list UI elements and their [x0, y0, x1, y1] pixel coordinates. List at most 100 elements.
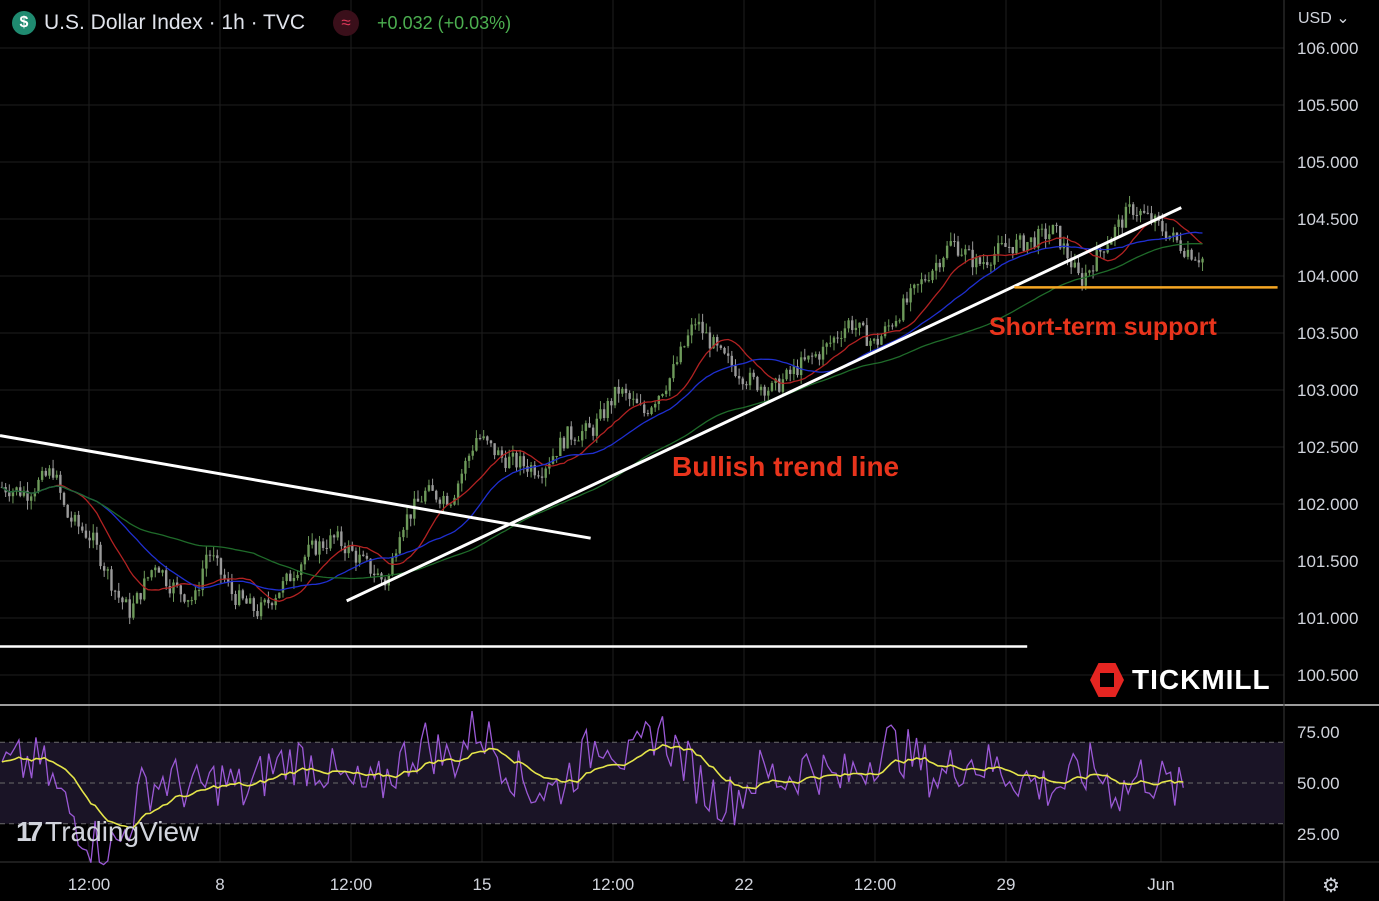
symbol-title[interactable]: U.S. Dollar Index · 1h · TVC	[44, 11, 306, 34]
bullish-trend-label: Bullish trend line	[672, 451, 899, 482]
candle-body	[511, 452, 515, 457]
candle-body	[759, 386, 763, 391]
candle-body	[40, 470, 44, 480]
candle-body	[934, 262, 938, 271]
candle-body	[1007, 246, 1011, 248]
candle-body	[281, 581, 285, 593]
candle-body	[686, 335, 690, 347]
candle-body	[814, 354, 817, 357]
rsi-tick-label: 75.00	[1297, 723, 1340, 742]
candle-body	[424, 490, 427, 502]
candle-body	[88, 537, 91, 541]
candle-body	[321, 541, 325, 548]
candle-body	[540, 476, 544, 478]
candle-body	[508, 456, 511, 469]
candle-body	[916, 284, 920, 286]
candle-body	[77, 514, 80, 527]
candle-body	[978, 257, 982, 264]
candle-body	[788, 369, 792, 375]
candle-body	[628, 393, 631, 399]
candle-body	[737, 375, 741, 379]
candle-body	[1146, 212, 1150, 214]
candle-body	[175, 582, 179, 586]
candle-body	[697, 321, 701, 325]
candle-body	[694, 324, 697, 326]
settings-gear-icon[interactable]: ⚙	[1322, 875, 1340, 897]
candle-body	[708, 332, 712, 349]
candle-body	[1026, 242, 1029, 251]
candle-body	[81, 526, 84, 531]
candle-body	[690, 324, 693, 336]
candle-body	[544, 468, 547, 478]
candle-body	[1059, 225, 1062, 249]
candle-body	[551, 456, 555, 464]
candle-body	[376, 573, 380, 576]
candle-body	[194, 590, 197, 601]
candle-body	[566, 426, 569, 449]
ma-fast-line	[1, 216, 1203, 602]
candle-body	[1051, 224, 1055, 235]
candle-body	[993, 253, 996, 265]
y-tick-label: 104.000	[1297, 267, 1358, 286]
candle-body	[1161, 220, 1164, 232]
candle-body	[1172, 232, 1175, 236]
candle-body	[1135, 214, 1139, 216]
candle-body	[150, 570, 153, 578]
x-tick-label: 12:00	[592, 875, 635, 894]
candle-body	[289, 573, 292, 582]
candle-body	[851, 320, 854, 331]
candle-body	[358, 554, 361, 563]
candle-body	[650, 407, 653, 415]
indicator-wave-icon[interactable]: ≈	[333, 10, 360, 36]
candle-body	[529, 465, 533, 472]
currency-selector[interactable]: USD ⌄	[1298, 8, 1350, 28]
candle-body	[1015, 239, 1018, 254]
candle-body	[581, 431, 584, 441]
candle-body	[646, 413, 650, 415]
candle-body	[270, 603, 274, 606]
candle-body	[1077, 262, 1080, 274]
candle-body	[799, 357, 803, 376]
candle-body	[796, 366, 799, 376]
candle-body	[515, 452, 518, 468]
candle-body	[807, 355, 810, 360]
candle-body	[1164, 231, 1168, 239]
candle-body	[303, 556, 307, 565]
candle-body	[975, 257, 978, 268]
candle-body	[883, 326, 887, 337]
candle-body	[37, 479, 40, 492]
candle-body	[168, 586, 172, 594]
candle-body	[1004, 243, 1007, 247]
candle-body	[154, 567, 157, 571]
candle-body	[8, 492, 11, 497]
candle-body	[340, 531, 343, 547]
candle-body	[854, 327, 858, 331]
y-tick-label: 101.000	[1297, 609, 1358, 628]
candle-body	[456, 483, 460, 498]
candle-body	[577, 440, 580, 442]
candle-body	[1011, 246, 1014, 254]
candle-body	[427, 485, 431, 491]
candle-body	[391, 557, 394, 576]
candle-body	[1069, 258, 1073, 268]
candle-body	[29, 496, 33, 501]
candle-body	[11, 490, 15, 497]
x-tick-label: 29	[997, 875, 1016, 894]
candle-body	[537, 475, 540, 477]
candle-body	[489, 440, 493, 444]
ma-slow-line	[1, 242, 1203, 580]
candle-body	[570, 426, 573, 440]
candle-body	[584, 423, 588, 432]
candle-body	[1048, 234, 1051, 240]
candle-body	[336, 531, 339, 538]
candle-body	[394, 553, 398, 558]
candle-body	[533, 465, 536, 476]
candle-body	[1029, 237, 1033, 243]
candle-body	[734, 365, 737, 376]
candle-body	[128, 599, 131, 618]
candle-body	[416, 498, 420, 502]
candle-body	[679, 346, 682, 363]
candle-body	[913, 284, 916, 289]
x-tick-label: 8	[215, 875, 224, 894]
